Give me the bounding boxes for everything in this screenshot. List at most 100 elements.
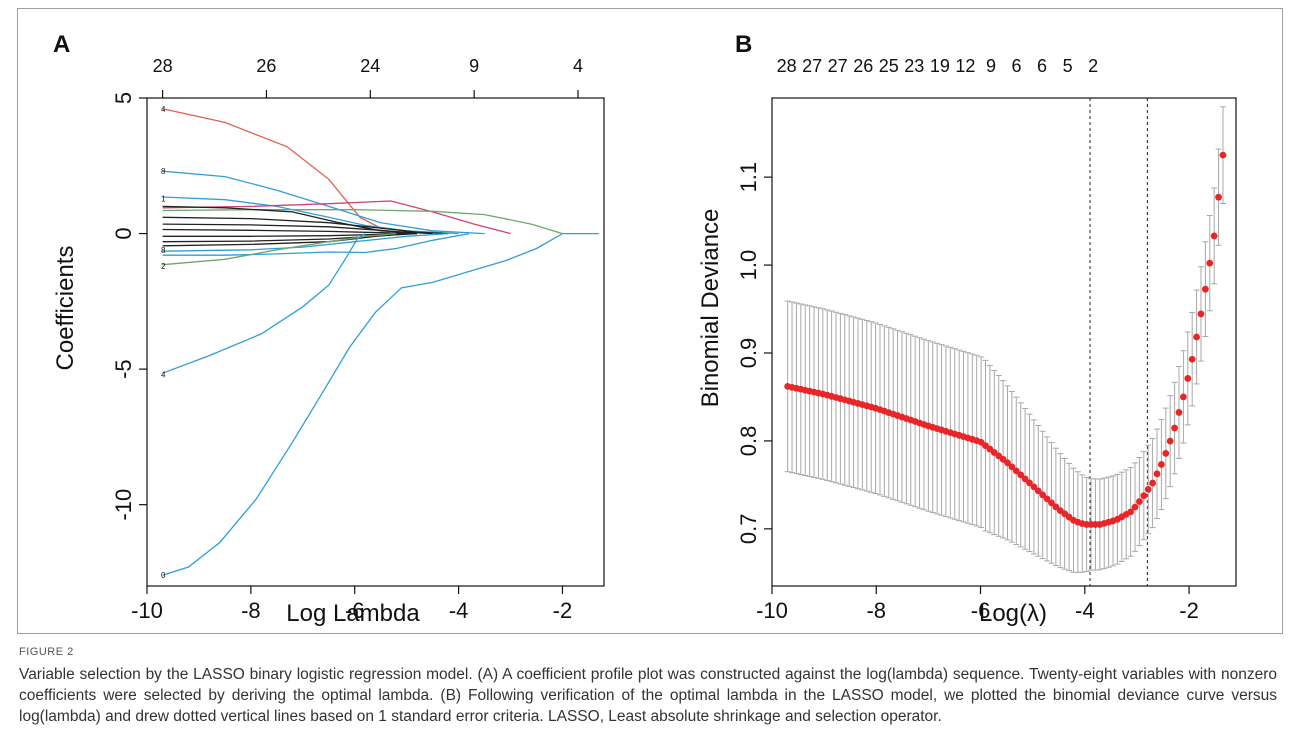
deviance-point xyxy=(1153,470,1161,478)
caption-label: FIGURE 2 xyxy=(19,646,74,658)
figure-caption: FIGURE 2 Variable selection by the LASSO… xyxy=(19,646,1277,727)
deviance-point xyxy=(1039,491,1047,499)
deviance-point xyxy=(1179,393,1187,401)
deviance-point xyxy=(1193,333,1200,341)
deviance-point xyxy=(1030,483,1038,491)
deviance-point xyxy=(1004,459,1011,467)
top-count-label: 27 xyxy=(802,56,822,76)
deviance-point xyxy=(1188,355,1196,363)
top-count-label: 9 xyxy=(986,56,996,76)
deviance-point xyxy=(1017,471,1025,479)
variable-count-label: 1 xyxy=(161,194,166,203)
top-count-label: 23 xyxy=(904,56,924,76)
top-count-label: 27 xyxy=(828,56,848,76)
y-tick-label: -5 xyxy=(111,359,136,379)
variable-count-label: 4 xyxy=(161,371,166,380)
coefficient-path-7 xyxy=(162,216,449,235)
figure-frame xyxy=(17,8,1283,634)
x-tick-label: -6 xyxy=(345,598,365,623)
top-count-label: 26 xyxy=(853,56,873,76)
x-tick-label: -6 xyxy=(971,598,991,623)
coefficient-path-8 xyxy=(162,223,418,235)
deviance-point xyxy=(1149,479,1157,487)
deviance-point xyxy=(1012,467,1020,475)
caption-text: Variable selection by the LASSO binary l… xyxy=(19,666,1277,725)
deviance-point xyxy=(1175,409,1183,416)
coefficient-path-15 xyxy=(162,232,397,266)
top-count-label: 19 xyxy=(930,56,950,76)
deviance-point xyxy=(1158,461,1165,468)
deviance-point xyxy=(1026,479,1033,487)
y-tick-label: -10 xyxy=(111,489,136,521)
deviance-point xyxy=(1140,492,1148,500)
top-tick-label: 4 xyxy=(573,56,583,76)
x-tick-label: -10 xyxy=(756,598,788,623)
deviance-point xyxy=(1131,503,1139,511)
panel-b-y-axis-label: Binomial Deviance xyxy=(697,209,724,408)
coefficient-path-2 xyxy=(162,170,485,235)
coefficient-path-16 xyxy=(162,233,366,374)
top-count-label: 6 xyxy=(1037,56,1047,76)
variable-count-label: 0 xyxy=(161,571,166,580)
panel-b-label: B xyxy=(735,31,752,58)
panel-b-plot-box xyxy=(771,97,1237,587)
coefficient-path-9 xyxy=(162,228,418,235)
panel-b-chart: B -10 -8 -6 -4 -2 0.70.80.91.01.1 28 27 27 26 25… xyxy=(697,31,1237,627)
variable-count-label: 8 xyxy=(161,246,166,255)
deviance-point xyxy=(1048,499,1055,507)
deviance-point xyxy=(1043,495,1051,503)
deviance-point xyxy=(1021,475,1029,483)
deviance-point xyxy=(1201,285,1209,293)
panel-b-x-axis-label: Log(λ) xyxy=(979,600,1047,627)
x-tick-label: -4 xyxy=(449,598,469,623)
deviance-point xyxy=(1184,375,1192,382)
top-tick-label: 9 xyxy=(469,56,479,76)
x-tick-label: -2 xyxy=(553,598,573,623)
panel-a-x-axis-label: Log Lambda xyxy=(286,600,420,627)
deviance-point xyxy=(1034,487,1042,495)
x-tick-label: -4 xyxy=(1075,598,1095,623)
deviance-point xyxy=(1144,485,1152,493)
deviance-point xyxy=(1171,424,1178,432)
top-count-label: 6 xyxy=(1012,56,1022,76)
deviance-point xyxy=(1210,232,1218,240)
panel-a-plot-box xyxy=(146,97,605,587)
variable-count-label: 2 xyxy=(161,262,166,271)
deviance-point xyxy=(1136,498,1143,505)
y-tick-label: 0.9 xyxy=(736,338,761,369)
deviance-point xyxy=(1127,508,1135,516)
x-tick-label: -8 xyxy=(241,598,261,623)
coefficient-path-14 xyxy=(162,232,470,256)
deviance-point xyxy=(1197,310,1205,318)
top-tick-label: 24 xyxy=(360,56,380,76)
coefficient-path-13 xyxy=(162,232,449,252)
variable-count-label: 8 xyxy=(161,167,166,176)
top-tick-label: 26 xyxy=(256,56,276,76)
y-tick-label: 5 xyxy=(111,92,136,104)
top-count-label: 2 xyxy=(1088,56,1098,76)
top-count-label: 5 xyxy=(1063,56,1073,76)
x-tick-label: -10 xyxy=(131,598,163,623)
deviance-point xyxy=(1206,259,1214,267)
top-count-label: 12 xyxy=(955,56,975,76)
deviance-point xyxy=(1008,463,1016,471)
coefficient-path-4 xyxy=(162,200,511,235)
y-tick-label: 0 xyxy=(111,227,136,239)
deviance-point xyxy=(1215,193,1222,201)
y-tick-label: 1.1 xyxy=(736,162,761,193)
coefficient-path-17 xyxy=(162,232,599,576)
deviance-point xyxy=(1166,437,1174,445)
panel-a-label: A xyxy=(53,31,70,58)
coefficient-path-1 xyxy=(162,108,433,235)
y-tick-label: 0.7 xyxy=(736,514,761,545)
y-tick-label: 0.8 xyxy=(736,426,761,457)
x-tick-label: -8 xyxy=(866,598,886,623)
top-count-label: 25 xyxy=(879,56,899,76)
x-tick-label: -2 xyxy=(1179,598,1199,623)
variable-count-label: 4 xyxy=(161,105,166,114)
panel-a-y-axis-label: Coefficients xyxy=(52,246,79,371)
y-tick-label: 1.0 xyxy=(736,250,761,281)
deviance-point xyxy=(1162,449,1170,457)
